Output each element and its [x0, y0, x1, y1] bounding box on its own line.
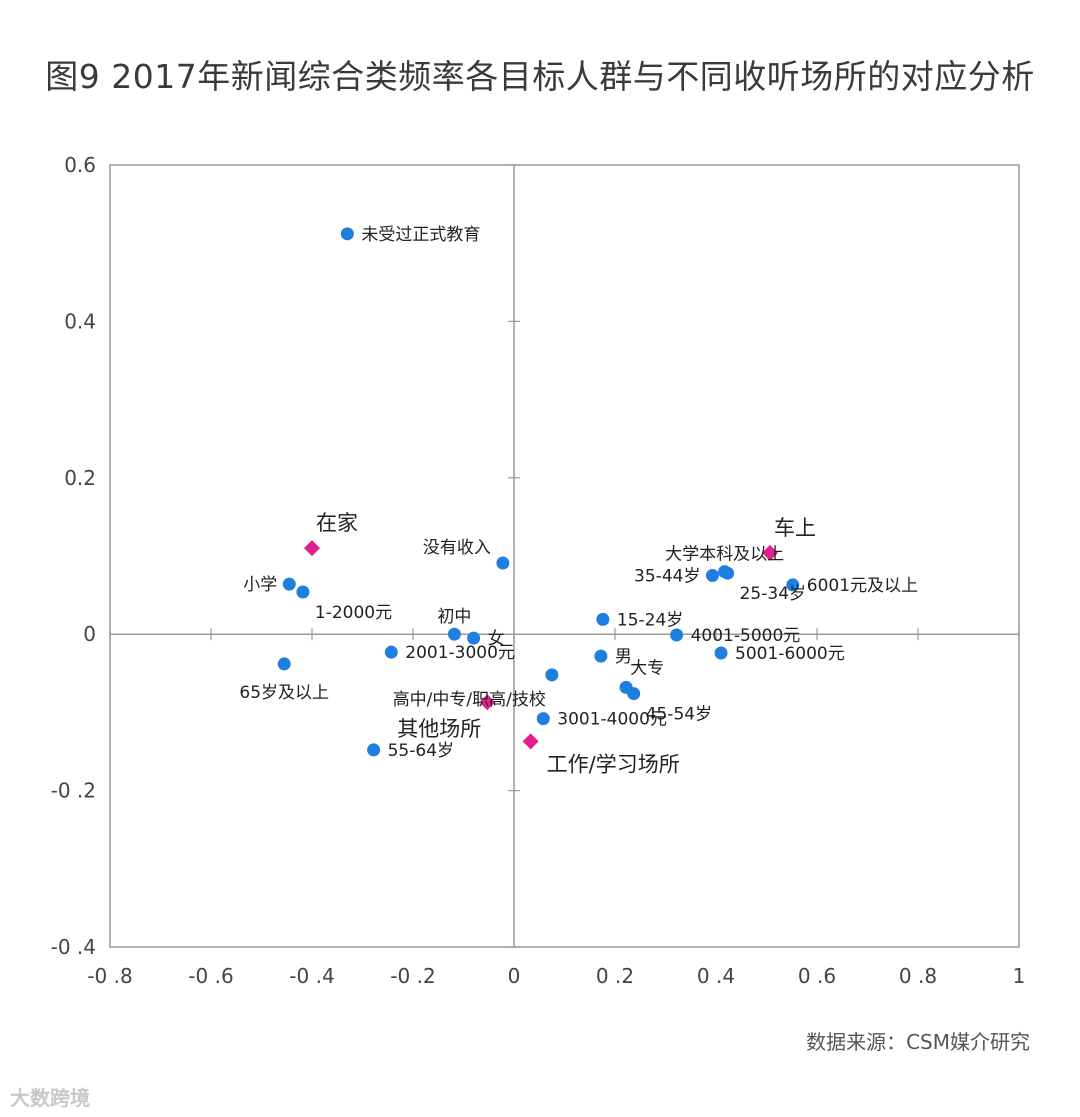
location-marker [522, 733, 539, 750]
group-point [705, 569, 719, 583]
group-point [282, 577, 296, 591]
point-label: 女 [488, 629, 505, 649]
group-point [447, 627, 461, 641]
y-tick-label: -0 .4 [51, 935, 96, 959]
location-marker [304, 540, 320, 557]
point-label: 25-34岁 [740, 584, 806, 604]
location-label: 其他场所 [397, 717, 481, 741]
x-tick-label: 0 [508, 964, 521, 988]
point-label: 小学 [243, 575, 277, 595]
y-tick-label: -0 .2 [51, 779, 96, 803]
point-label: 15-24岁 [617, 610, 683, 630]
point-label: 高中/中专/职高/技校 [393, 690, 546, 710]
point-label: 2001-3000元 [405, 643, 515, 663]
point-label: 1-2000元 [315, 603, 392, 623]
group-point [277, 657, 291, 671]
group-point [721, 566, 735, 580]
point-label: 45-54岁 [646, 705, 712, 725]
point-label: 没有收入 [423, 538, 491, 558]
plot-frame [109, 164, 1020, 948]
group-point [467, 631, 481, 645]
group-point [340, 227, 354, 241]
x-tick-label: -0 .4 [289, 964, 334, 988]
point-label: 男 [615, 647, 632, 667]
x-tick-label: 0 .2 [596, 964, 634, 988]
x-tick-label: 0 .8 [899, 964, 937, 988]
point-label: 大学本科及以上 [665, 545, 784, 565]
point-label: 5001-6000元 [735, 644, 845, 664]
group-point [296, 585, 310, 599]
group-point [596, 612, 610, 626]
x-tick-label: -0 .8 [87, 964, 132, 988]
group-point [536, 712, 550, 726]
x-tick-label: -0 .2 [390, 964, 435, 988]
group-point [670, 628, 684, 642]
y-tick-label: 0.2 [64, 466, 96, 490]
x-tick-label: 0 .4 [697, 964, 735, 988]
x-tick-label: -0 .6 [188, 964, 233, 988]
group-point [367, 743, 381, 757]
watermark: 大数跨境 [10, 1086, 90, 1110]
axes-layer [110, 165, 1019, 947]
group-point [545, 668, 559, 682]
group-point [786, 578, 800, 592]
x-tick-label: 1 [1013, 964, 1026, 988]
source-note: 数据来源：CSM媒介研究 [806, 1030, 1030, 1054]
y-tick-label: 0.6 [64, 153, 96, 177]
point-label: 6001元及以上 [807, 576, 918, 596]
point-label: 55-64岁 [388, 741, 454, 761]
point-label: 初中 [437, 607, 471, 627]
ticks-layer: -0 .8 -0 .6 -0 .4 -0 .2 0 0 .2 0 .4 0 .6 0 .8 1 0.… [51, 153, 1026, 988]
chart-title: 图9 2017年新闻综合类频率各目标人群与不同收听场所的对应分析 [45, 57, 1035, 96]
location-marker [479, 694, 496, 711]
point-label: 大专 [630, 658, 664, 678]
location-marker [762, 544, 779, 561]
y-tick-label: 0 [83, 622, 96, 646]
point-label: 3001-4000元 [557, 710, 667, 730]
group-point [594, 649, 608, 663]
location-label: 在家 [316, 511, 358, 535]
group-point [496, 556, 510, 570]
group-point [627, 687, 641, 701]
y-tick-label: 0.4 [64, 309, 96, 333]
location-label: 车上 [774, 516, 816, 540]
point-label: 未受过正式教育 [361, 225, 480, 245]
point-label: 35-44岁 [634, 567, 700, 587]
group-point [384, 645, 398, 659]
location-label: 工作/学习场所 [547, 752, 680, 776]
point-label: 65岁及以上 [239, 683, 329, 703]
point-label: 4001-5000元 [691, 626, 801, 646]
group-point [714, 646, 728, 660]
points-layer [277, 227, 800, 757]
x-tick-label: 0 .6 [798, 964, 836, 988]
